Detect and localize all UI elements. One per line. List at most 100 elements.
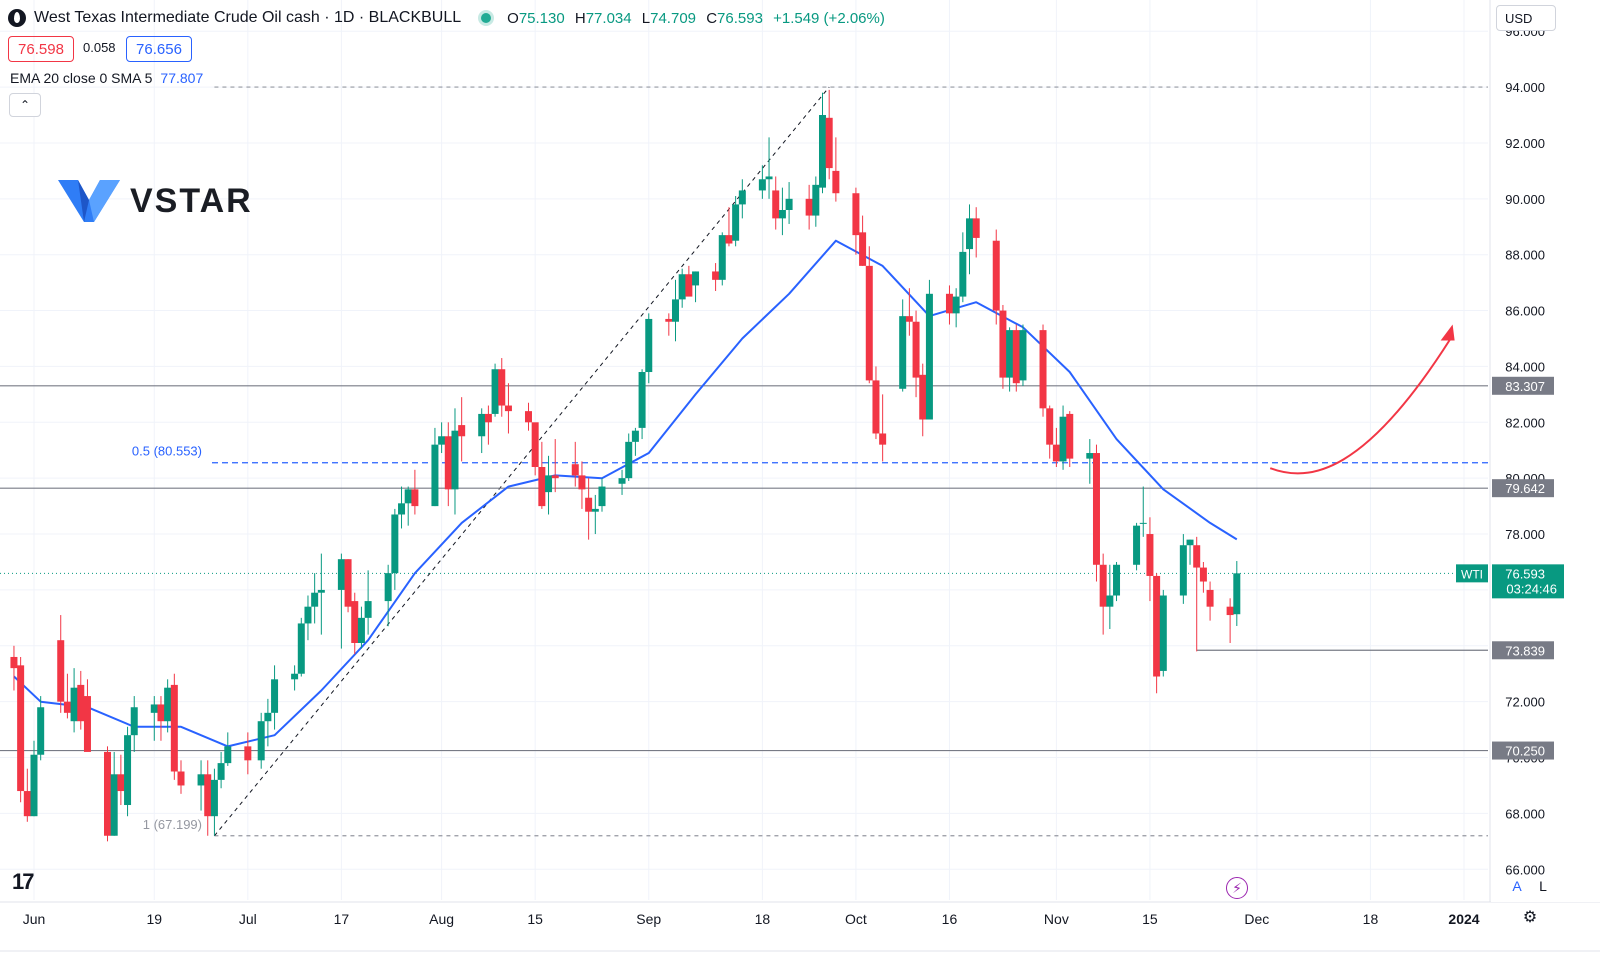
candle [244,732,252,775]
candle-body [671,299,679,322]
candle-body [1233,573,1241,615]
candle-body [23,791,31,817]
time-tick-label: Dec [1244,911,1269,927]
tradingview-logo-icon[interactable]: 17 [12,869,35,894]
candle [197,760,205,811]
candle [1012,324,1020,392]
candle-body [899,316,907,389]
candle-body [264,712,272,722]
candle [304,595,312,641]
candle [438,422,446,454]
candle [718,232,726,286]
candle-body [411,489,419,507]
candle-body [1146,534,1154,576]
vstar-wordmark: VSTAR [130,181,253,220]
candle-body [945,293,953,314]
candle-body [645,318,653,373]
candle [1092,444,1100,582]
time-tick-label: Oct [845,911,867,927]
candle [912,310,920,398]
level-price-text: 70.250 [1505,744,1545,759]
candle-body [83,696,91,752]
symbol-title[interactable]: West Texas Intermediate Crude Oil cash ·… [34,9,462,26]
candle [83,679,91,752]
candle [257,712,265,769]
candle [872,366,880,440]
candle [678,268,686,308]
buy-price-button[interactable]: 76.656 [126,36,192,62]
candle [1226,598,1234,643]
candle-body [545,475,553,493]
collapse-legend-button[interactable]: ⌃ [9,93,41,117]
candle-body [925,293,933,420]
candle-body [57,640,65,702]
candle-body [732,204,740,241]
candle [411,469,419,515]
candle [30,740,38,817]
candle [812,176,820,227]
candle [224,732,232,766]
indicator-legend[interactable]: EMA 20 close 0 SMA 5 77.807 [10,70,203,86]
candle [685,265,693,297]
candle [391,508,399,590]
candle [384,564,392,627]
level-price-text: 73.839 [1505,643,1545,658]
candle [725,207,733,247]
candle [778,187,786,236]
candle-body [391,514,399,574]
candle [1099,553,1107,635]
candle [337,553,345,649]
candle [70,668,78,733]
candle [297,617,305,677]
candle [578,461,586,509]
candle [992,229,1000,325]
price-tick-label: 84.000 [1505,359,1545,374]
price-tick-label: 82.000 [1505,415,1545,430]
fibonacci-retracement: 1 (67.199) 0.5 (80.553) [132,86,1488,837]
candle [344,559,352,613]
candle-body [1139,522,1147,524]
candle [1113,561,1121,602]
candle [825,89,833,180]
time-tick-label: 18 [1363,911,1379,927]
candle-body [825,117,833,169]
time-tick-label: Sep [636,911,661,927]
candle-body [571,464,579,476]
sell-price-button[interactable]: 76.598 [8,36,74,62]
candle-body [772,190,780,219]
candle-body [398,503,406,515]
candle-body [210,779,218,817]
candle [925,279,933,420]
candle-body [271,679,279,713]
candle [738,179,746,219]
candle [17,656,25,803]
candle [484,405,492,445]
ohlc-high: 77.034 [585,9,632,27]
candle-body [678,274,686,300]
candle-body [1199,567,1207,582]
price-axis: 66.00068.00070.00072.00074.00076.00078.0… [1456,0,1600,902]
bar-countdown: 03:24:46 [1506,581,1557,596]
candle-body [351,601,359,643]
price-tick-label: 72.000 [1505,695,1545,710]
currency-selector[interactable]: USD [1496,5,1556,31]
candle-body [1059,416,1067,462]
ohlc-open: 75.130 [518,9,565,27]
log-scale-button[interactable]: L [1539,878,1547,894]
candle-body [872,380,880,434]
candle [317,553,325,635]
ohlc-readout: O75.130 H77.034 L74.709 C76.593 +1.549 (… [507,9,885,27]
auto-scale-button[interactable]: A [1512,878,1522,894]
time-tick-label: Jun [23,911,46,927]
candle [1106,564,1114,630]
price-tick-label: 88.000 [1505,248,1545,263]
candle [1159,589,1167,677]
gear-icon[interactable]: ⚙ [1522,909,1538,926]
ema-line [13,239,1238,748]
candle [665,313,673,336]
candle-body [785,198,793,210]
fib-level-label: 1 (67.199) [143,817,202,832]
lightning-icon[interactable]: ⚡ [1226,877,1248,899]
candle-body [585,497,593,512]
